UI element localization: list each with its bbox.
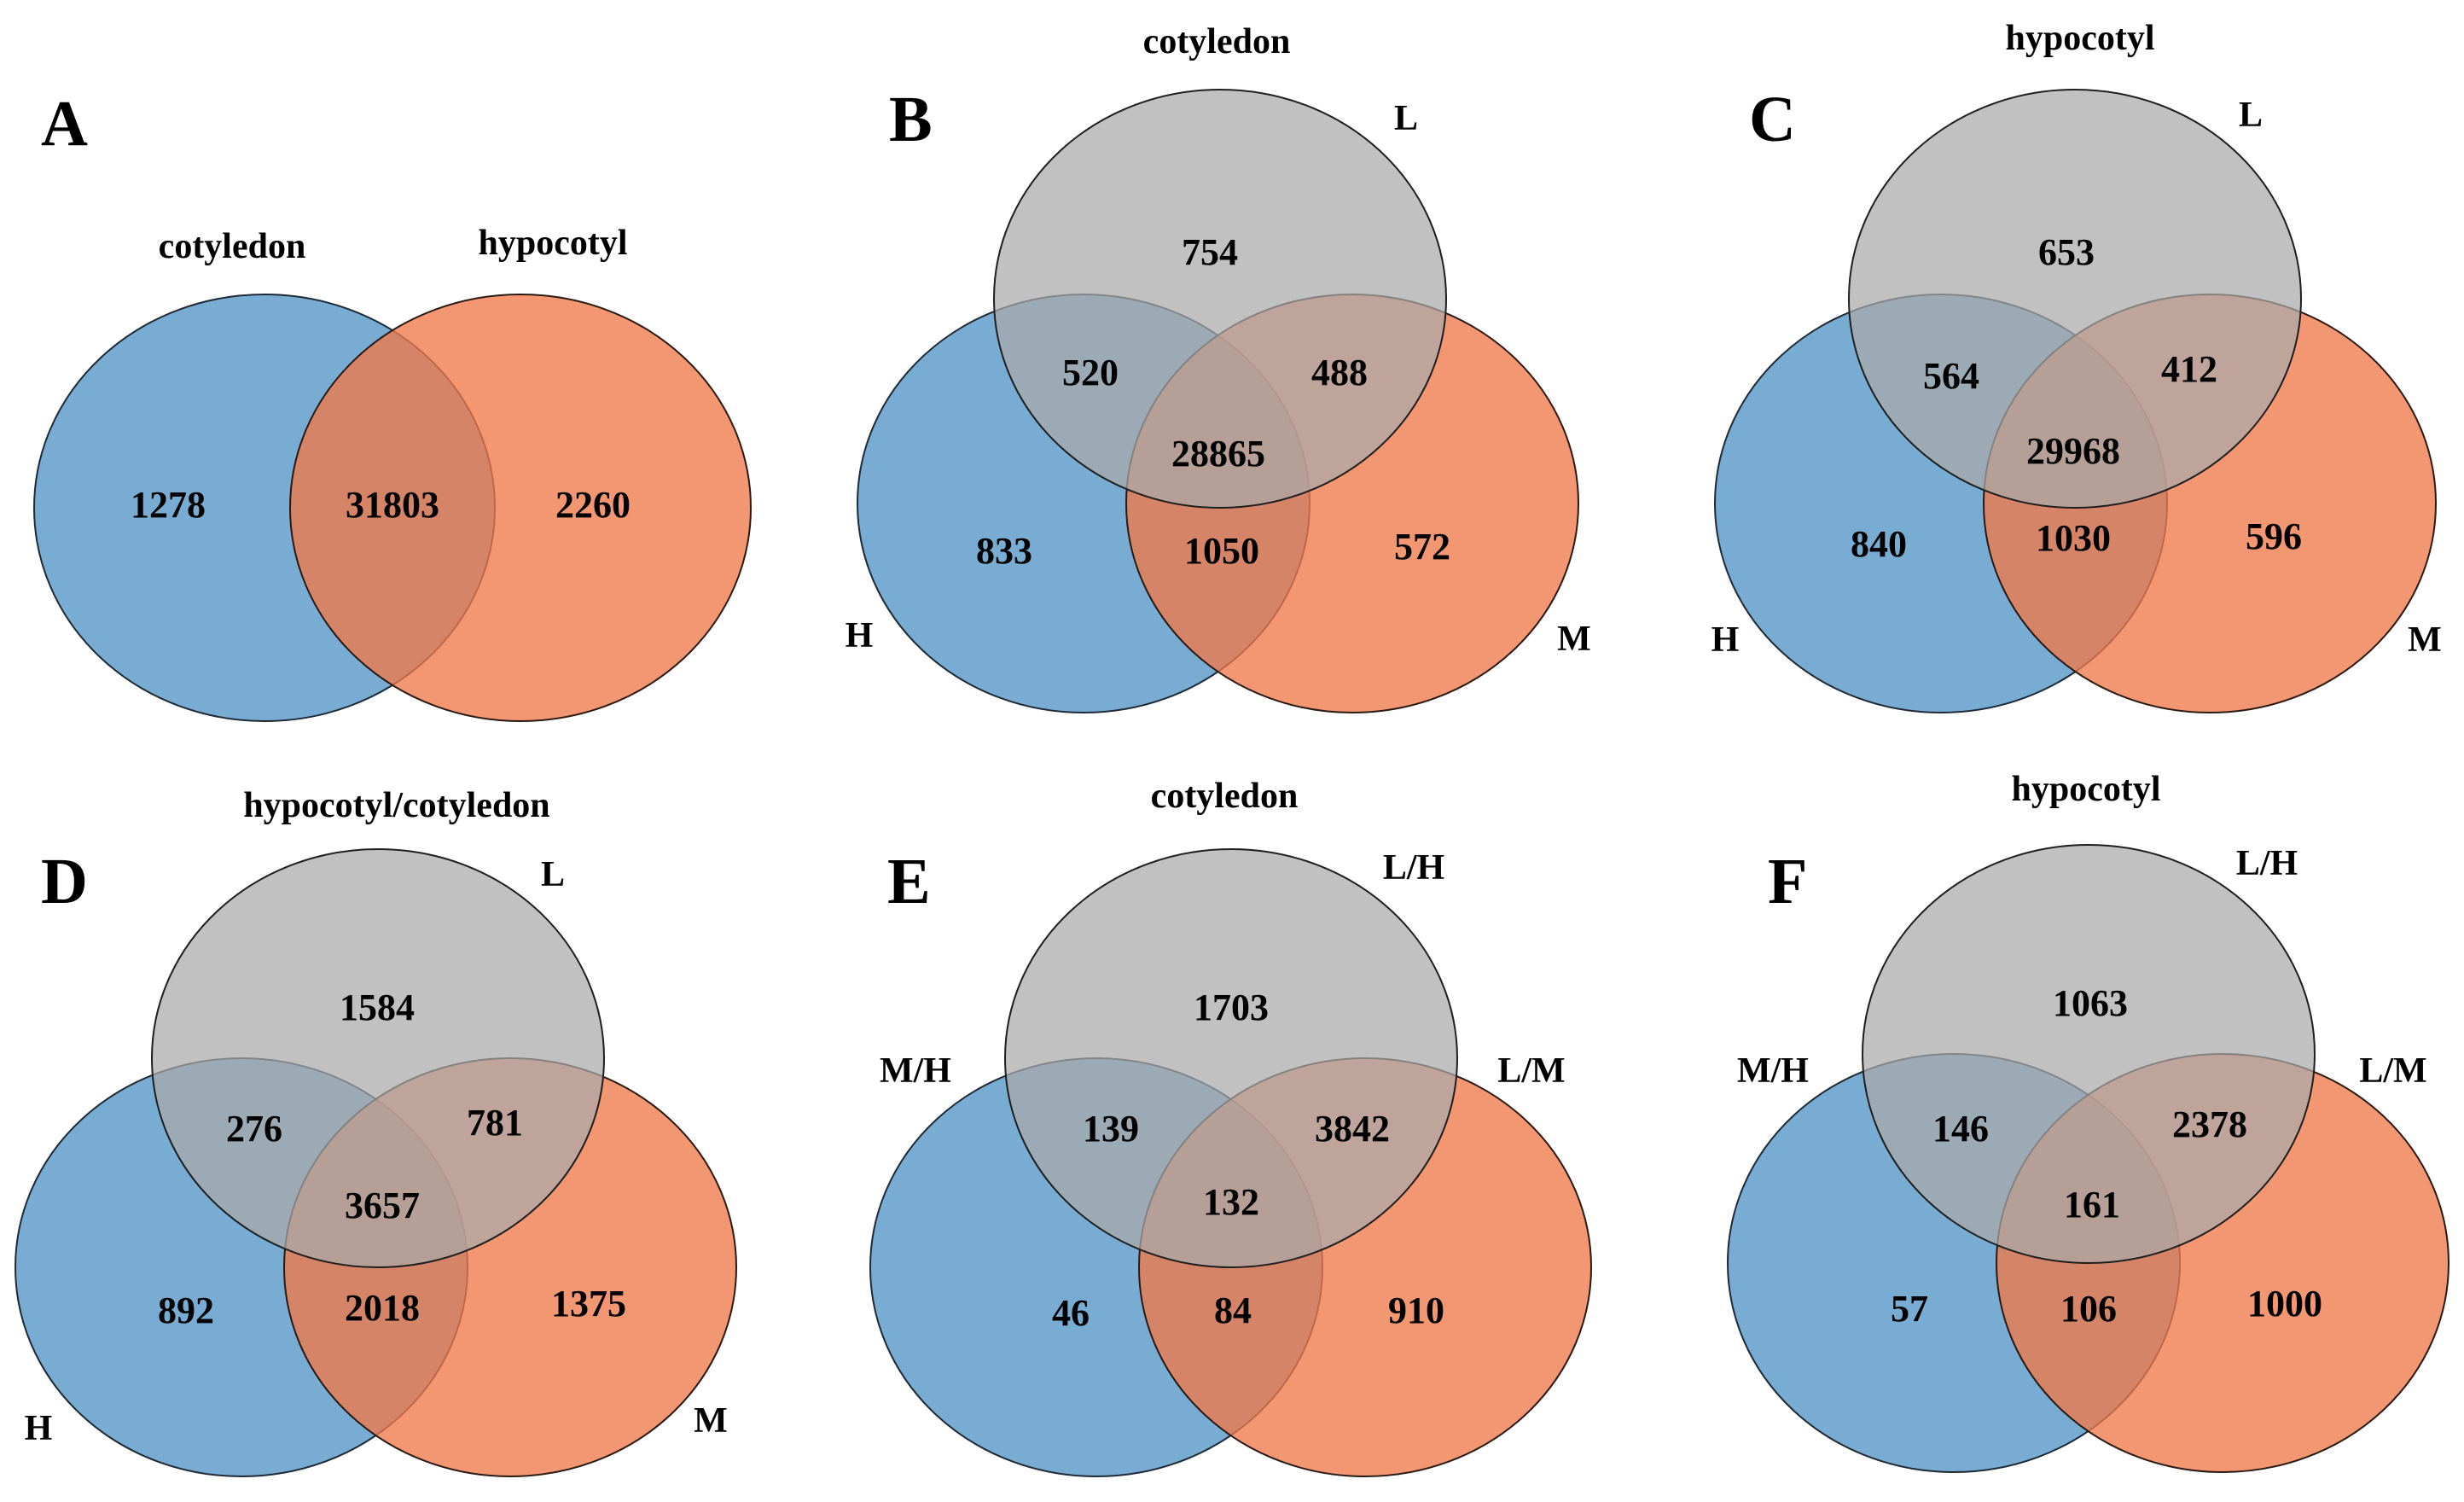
set-label-l: L bbox=[2239, 96, 2263, 135]
count-mh-lm: 84 bbox=[1214, 1290, 1252, 1331]
venn-circle-l bbox=[1848, 89, 2302, 509]
count-l-h: 564 bbox=[1923, 355, 1979, 397]
panel-title-f: hypocotyl bbox=[2011, 770, 2160, 809]
count-all: 29968 bbox=[2026, 430, 2120, 472]
count-lh-only: 1063 bbox=[2053, 982, 2128, 1024]
count-h-only: 840 bbox=[1851, 523, 1907, 565]
venn-circle-lh bbox=[1862, 844, 2316, 1264]
panel-d: D hypocotyl/cotyledon L H M 1584 276 781… bbox=[15, 786, 737, 1477]
panel-letter-c: C bbox=[1749, 84, 1796, 155]
set-label-cotyledon: cotyledon bbox=[159, 227, 306, 266]
count-mh-only: 46 bbox=[1052, 1292, 1090, 1334]
set-label-m: M bbox=[694, 1401, 728, 1441]
count-all: 161 bbox=[2064, 1184, 2120, 1225]
venn-circle-l bbox=[993, 89, 1447, 509]
count-h-m: 2018 bbox=[345, 1287, 420, 1329]
set-label-l: L bbox=[1394, 99, 1418, 138]
venn-circle-hypocotyl bbox=[289, 294, 752, 722]
count-h-m: 1050 bbox=[1184, 530, 1259, 572]
count-m-only: 1375 bbox=[551, 1283, 626, 1324]
count-hypocotyl-only: 2260 bbox=[555, 484, 631, 526]
count-shared: 31803 bbox=[346, 484, 439, 526]
panel-letter-e: E bbox=[887, 846, 931, 917]
count-cotyledon-only: 1278 bbox=[131, 484, 206, 526]
panel-title-e: cotyledon bbox=[1151, 777, 1299, 816]
count-h-only: 833 bbox=[976, 530, 1032, 572]
set-label-hypocotyl: hypocotyl bbox=[478, 224, 627, 263]
set-label-h: H bbox=[25, 1409, 53, 1448]
set-label-lh: L/H bbox=[2236, 844, 2298, 883]
panel-title-c: hypocotyl bbox=[2005, 19, 2154, 58]
set-label-lm: L/M bbox=[2359, 1051, 2426, 1091]
set-label-m: M bbox=[1557, 620, 1591, 659]
panel-letter-a: A bbox=[41, 88, 88, 160]
panel-letter-b: B bbox=[889, 84, 933, 155]
set-label-m: M bbox=[2408, 620, 2442, 660]
venn-circle-l bbox=[151, 848, 605, 1268]
count-h-m: 1030 bbox=[2036, 517, 2111, 559]
count-l-m: 488 bbox=[1311, 352, 1368, 393]
count-l-only: 1584 bbox=[340, 987, 415, 1028]
count-l-m: 412 bbox=[2161, 348, 2217, 390]
count-m-only: 572 bbox=[1394, 526, 1450, 568]
count-lh-mh: 139 bbox=[1083, 1108, 1139, 1150]
set-label-mh: M/H bbox=[880, 1051, 951, 1091]
count-lm-only: 910 bbox=[1388, 1290, 1444, 1331]
count-mh-only: 57 bbox=[1891, 1288, 1928, 1330]
count-lh-lm: 2378 bbox=[2172, 1103, 2247, 1145]
venn-circle-lh bbox=[1004, 848, 1458, 1268]
count-mh-lm: 106 bbox=[2060, 1288, 2117, 1330]
set-label-mh: M/H bbox=[1737, 1051, 1809, 1091]
panel-a: A cotyledon hypocotyl 1278 31803 2260 bbox=[33, 88, 752, 722]
panel-e: E cotyledon L/H M/H L/M 1703 139 3842 13… bbox=[869, 777, 1592, 1477]
count-all: 3657 bbox=[345, 1185, 420, 1226]
panel-title-d: hypocotyl/cotyledon bbox=[243, 786, 549, 825]
panel-title-b: cotyledon bbox=[1143, 22, 1291, 61]
count-h-only: 892 bbox=[158, 1290, 214, 1331]
set-label-h: H bbox=[1711, 620, 1740, 660]
panel-letter-d: D bbox=[41, 846, 88, 917]
count-lh-only: 1703 bbox=[1194, 987, 1269, 1028]
count-l-only: 653 bbox=[2038, 231, 2095, 273]
panel-letter-f: F bbox=[1768, 846, 1807, 917]
set-label-l: L bbox=[541, 855, 565, 894]
count-l-m: 781 bbox=[467, 1102, 523, 1144]
count-lm-only: 1000 bbox=[2247, 1283, 2322, 1324]
count-m-only: 596 bbox=[2246, 515, 2302, 557]
count-lh-mh: 146 bbox=[1932, 1108, 1989, 1150]
count-all: 132 bbox=[1203, 1181, 1259, 1223]
panel-c: C hypocotyl L H M 653 564 412 29968 840 … bbox=[1711, 19, 2442, 713]
count-lh-lm: 3842 bbox=[1315, 1108, 1390, 1150]
set-label-lh: L/H bbox=[1383, 848, 1444, 888]
set-label-h: H bbox=[846, 616, 874, 655]
count-l-h: 520 bbox=[1062, 352, 1119, 393]
panel-b: B cotyledon L H M 754 520 488 28865 833 … bbox=[846, 22, 1591, 713]
panel-f: F hypocotyl L/H M/H L/M 1063 146 2378 16… bbox=[1727, 770, 2449, 1473]
count-l-h: 276 bbox=[226, 1108, 282, 1150]
count-l-only: 754 bbox=[1182, 231, 1238, 273]
set-label-lm: L/M bbox=[1497, 1051, 1565, 1091]
count-all: 28865 bbox=[1171, 433, 1265, 474]
